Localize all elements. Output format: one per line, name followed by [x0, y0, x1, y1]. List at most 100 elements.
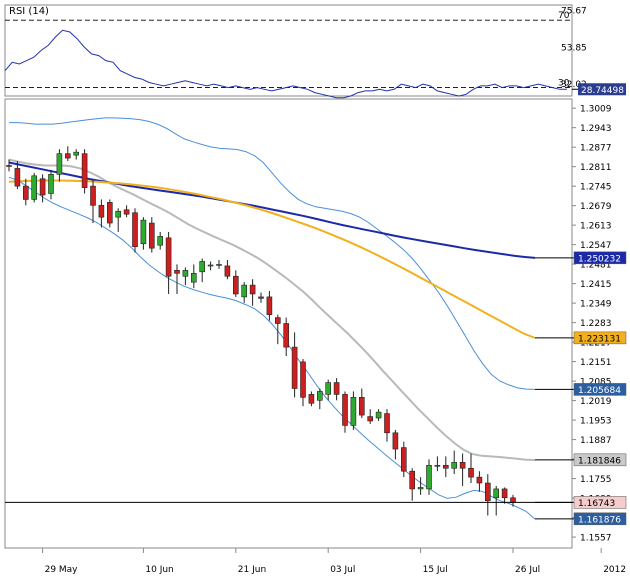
- value-tag-ma-short: [573, 331, 627, 345]
- candle-up: [31, 175, 38, 200]
- rsi-tick-label: 75.67: [561, 7, 587, 17]
- candle-down: [459, 462, 466, 469]
- x-tick-label: 26 Jul: [515, 565, 540, 575]
- x-axis: 29 May 10 Jun 21 Jun 03 Jul 15 Jul 26 Jul 2012: [42, 548, 626, 575]
- candle-down: [274, 317, 281, 324]
- indicator-bollinger-lower: [8, 176, 536, 520]
- value-tag-bollinger-lower-outer: [573, 383, 627, 396]
- candle-down: [90, 185, 96, 206]
- price-tick-label: 1.2943: [580, 124, 612, 134]
- candle-up: [350, 397, 357, 426]
- price-tick-label: 1.2547: [580, 241, 612, 251]
- price-tick-label: 1.2085: [580, 378, 612, 388]
- price-tick-label: 1.2019: [580, 397, 612, 407]
- rsi-last-value-tag: [578, 83, 626, 96]
- candle-up: [182, 270, 189, 277]
- candle-down: [123, 209, 130, 215]
- candle-down: [342, 394, 348, 426]
- value-tag-bollinger-lower: [573, 512, 627, 526]
- candle-down: [107, 202, 113, 224]
- candle-down: [249, 284, 256, 295]
- candle-up: [493, 488, 500, 499]
- candle-down: [291, 346, 298, 389]
- rsi-last-value: 28.74498: [581, 86, 624, 96]
- candle-down: [165, 237, 172, 277]
- candle-down: [409, 470, 416, 490]
- price-tick-label: 1.2415: [580, 280, 612, 290]
- price-tick-label: 1.2349: [580, 300, 612, 310]
- candle-up: [434, 464, 441, 467]
- candle-down: [392, 432, 399, 450]
- price-tick-label: 1.2811: [580, 163, 612, 173]
- candle-down: [22, 185, 29, 200]
- candle-down: [233, 275, 239, 295]
- price-tick-label: 1.1953: [580, 417, 612, 427]
- rsi-tick-overlapped: 32.02: [561, 80, 587, 90]
- candle-down: [14, 168, 21, 187]
- candle-down: [149, 222, 155, 249]
- candle-down: [174, 270, 180, 274]
- price-tick-label: 1.2613: [580, 222, 612, 232]
- candle-down: [65, 153, 71, 159]
- price-tick-label: 1.1557: [580, 534, 612, 544]
- value-tag-label: 1.16743: [578, 499, 615, 509]
- price-tick-label: 1.2283: [580, 319, 612, 329]
- price-tick-label: 1.2877: [580, 144, 612, 154]
- candle-down: [510, 497, 516, 503]
- price-tick-label: 1.2679: [580, 202, 612, 212]
- candle-down: [283, 323, 290, 348]
- candle-down: [476, 476, 483, 484]
- indicator-ma-long: [8, 161, 536, 259]
- price-tick-label: 1.1887: [580, 436, 612, 446]
- value-tag-label: 1.250232: [578, 254, 621, 264]
- candle-up: [191, 272, 197, 283]
- candle-up: [241, 284, 247, 298]
- candle-up: [325, 382, 332, 395]
- rsi-tick-label: 53.85: [561, 43, 587, 53]
- candle-down: [333, 382, 340, 395]
- candle-down: [98, 205, 105, 218]
- value-tag-ma-long: [573, 251, 627, 265]
- value-tag-price: [573, 496, 627, 509]
- candle-up: [157, 236, 163, 246]
- candle-up: [316, 391, 323, 401]
- candle-up: [140, 219, 147, 245]
- price-tick-label: 1.3009: [580, 105, 612, 115]
- price-tick-label: 1.1755: [580, 475, 612, 485]
- indicator-bollinger-upper: [9, 117, 536, 390]
- candle-down: [132, 212, 138, 247]
- candle-down: [266, 296, 273, 315]
- candle-up: [115, 210, 121, 218]
- x-tick-label: 03 Jul: [330, 565, 355, 575]
- price-tick-label: 1.2151: [580, 358, 612, 368]
- candle-down: [39, 178, 46, 196]
- x-tick-label: 15 Jul: [423, 565, 448, 575]
- candle-up: [216, 264, 222, 266]
- candle-down: [300, 361, 306, 398]
- candle-up: [56, 153, 63, 175]
- rsi-line: [4, 29, 567, 99]
- candle-up: [417, 487, 424, 490]
- candle-down: [468, 467, 474, 478]
- candle-up: [48, 174, 54, 194]
- price-tick-label: 1.2745: [580, 183, 612, 193]
- indicator-bollinger-mid: [8, 158, 536, 461]
- candle-down: [258, 296, 264, 299]
- candle-up: [375, 411, 382, 419]
- candle-up: [426, 464, 432, 490]
- x-tick-label: 29 May: [45, 565, 79, 575]
- value-tag-bollinger-mid: [573, 453, 627, 467]
- value-tag-label: 1.161876: [578, 515, 621, 525]
- candle-down: [358, 397, 365, 416]
- candle-down: [308, 394, 315, 404]
- candle-up: [451, 462, 458, 469]
- value-tag-label: 1.181846: [578, 456, 621, 466]
- candle-down: [384, 413, 390, 434]
- candle-down: [400, 447, 407, 472]
- indicator-ma-short: [8, 179, 536, 339]
- x-tick-label: 2012: [603, 565, 626, 575]
- price-tick-label: 1.2481: [580, 261, 612, 271]
- candle-down: [484, 482, 491, 502]
